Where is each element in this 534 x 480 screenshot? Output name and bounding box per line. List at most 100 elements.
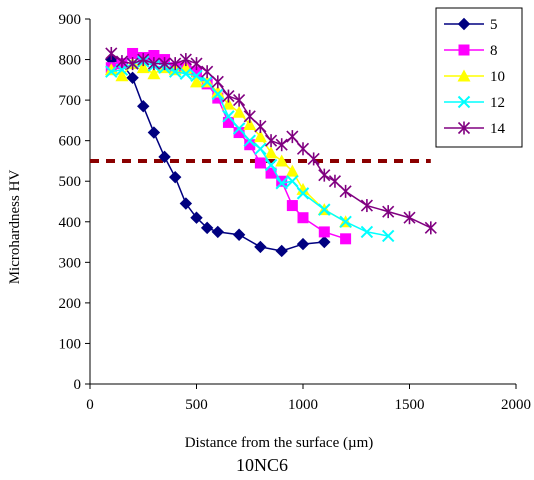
data-point-10 <box>285 164 299 177</box>
x-tick-label: 0 <box>86 397 94 413</box>
data-point-12 <box>222 110 235 123</box>
data-point-12 <box>200 75 214 89</box>
data-point-12 <box>296 187 310 200</box>
data-point-8 <box>212 92 224 104</box>
data-point-12-stroke <box>211 87 225 101</box>
series-line-8 <box>111 52 346 240</box>
data-point-12-stroke <box>339 215 352 228</box>
data-point-5 <box>296 237 310 251</box>
data-point-14 <box>137 53 150 67</box>
data-point-10 <box>253 130 267 143</box>
data-point-8 <box>318 226 330 238</box>
data-point-12-stroke <box>381 229 395 243</box>
data-point-14 <box>211 75 224 89</box>
data-point-10 <box>264 146 278 159</box>
data-point-8 <box>127 47 139 59</box>
data-point-10 <box>232 105 246 118</box>
data-point-12 <box>360 225 374 239</box>
data-point-14 <box>190 57 203 71</box>
y-tick-label: 500 <box>59 174 82 190</box>
data-point-10 <box>104 63 118 76</box>
data-point-14 <box>382 205 395 219</box>
data-point-14 <box>158 57 171 71</box>
data-point-8 <box>254 157 266 169</box>
data-point-8 <box>244 139 256 151</box>
y-tick-label: 700 <box>59 93 82 109</box>
y-tick-label: 900 <box>59 12 82 28</box>
legend: 5 8 10 12 14 <box>435 7 523 148</box>
data-point-5 <box>190 211 203 224</box>
data-point-12 <box>211 87 225 101</box>
data-point-12 <box>254 142 267 155</box>
data-point-10 <box>275 154 289 167</box>
data-point-14 <box>233 93 246 107</box>
data-point-5 <box>137 99 150 113</box>
data-point-14 <box>318 168 331 182</box>
data-point-12-stroke <box>275 177 288 190</box>
legend-label: 5 <box>490 17 498 33</box>
y-tick-label: 400 <box>59 215 82 231</box>
legend-item-12: 12 <box>444 95 505 111</box>
data-point-12-stroke <box>254 142 267 155</box>
data-point-5 <box>211 225 225 239</box>
data-point-14 <box>105 46 118 60</box>
data-point-12-stroke <box>222 110 235 123</box>
data-point-12 <box>275 177 288 190</box>
data-point-5 <box>126 71 139 85</box>
data-point-14 <box>424 221 437 235</box>
data-point-12 <box>264 158 278 172</box>
data-point-10 <box>211 85 225 98</box>
data-point-12 <box>243 134 256 147</box>
data-point-12-stroke <box>360 225 374 239</box>
legend-label: 8 <box>490 43 498 59</box>
data-point-10 <box>136 61 150 74</box>
data-point-12-stroke <box>286 175 299 188</box>
series-group <box>104 46 437 258</box>
legend-item-14: 14 <box>444 121 506 137</box>
data-point-5 <box>168 170 182 184</box>
y-tick-label: 0 <box>74 377 82 393</box>
data-point-10 <box>221 97 235 110</box>
data-point-14 <box>222 89 235 103</box>
data-point-14 <box>147 57 160 71</box>
legend-items: 5 8 10 12 14 <box>444 17 506 137</box>
data-point-12 <box>232 122 246 135</box>
legend-marker <box>457 121 471 135</box>
data-point-5 <box>254 240 267 254</box>
data-point-12-stroke <box>264 158 278 172</box>
legend-label: 10 <box>490 69 505 85</box>
data-point-5 <box>179 197 193 210</box>
x-axis-title: Distance from the surface (µm) <box>185 435 374 451</box>
data-point-12 <box>105 65 118 78</box>
series-line-5 <box>111 58 325 252</box>
series-14 <box>105 46 437 235</box>
data-point-5 <box>232 228 246 241</box>
data-point-12-stroke <box>190 69 203 82</box>
data-point-8 <box>191 66 202 78</box>
data-point-8 <box>148 50 160 61</box>
legend-box <box>435 7 523 148</box>
data-point-12-stroke <box>296 187 310 200</box>
tick-marks: 0 500 1000 1500 2000 0 100 200 300 400 500 600 700 80… <box>59 12 532 413</box>
data-point-10 <box>190 75 203 88</box>
y-axis-title: Microhardness HV <box>7 170 23 285</box>
legend-item-8: 8 <box>444 43 498 59</box>
data-point-8 <box>286 200 298 212</box>
data-point-10 <box>147 67 161 80</box>
data-point-12-stroke <box>232 122 246 135</box>
data-point-12 <box>318 203 331 216</box>
legend-item-10: 10 <box>444 69 505 85</box>
data-point-12-stroke <box>318 203 331 216</box>
data-point-14 <box>286 130 299 144</box>
series-line-10 <box>110 62 346 223</box>
data-point-12-stroke <box>179 67 193 80</box>
legend-label: 12 <box>490 95 505 111</box>
data-point-10 <box>115 69 129 82</box>
y-tick-label: 600 <box>59 134 82 150</box>
data-point-5 <box>200 221 214 235</box>
data-point-12 <box>179 67 193 80</box>
y-tick-label: 300 <box>59 255 82 271</box>
data-point-14 <box>169 57 182 71</box>
data-point-14 <box>403 211 416 225</box>
